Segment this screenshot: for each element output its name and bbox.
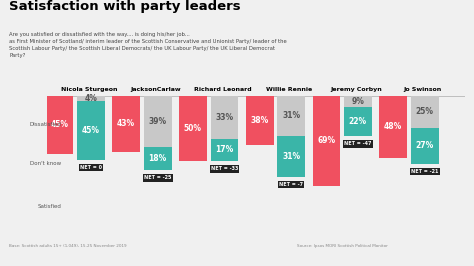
Text: 4%: 4% xyxy=(84,94,97,103)
Bar xyxy=(312,95,340,186)
Text: 31%: 31% xyxy=(282,152,300,161)
Text: Dissatisfied: Dissatisfied xyxy=(29,122,61,127)
Text: Source: Ipsos MORI Scottish Political Monitor: Source: Ipsos MORI Scottish Political Mo… xyxy=(298,244,388,248)
Text: Nicola Sturgeon: Nicola Sturgeon xyxy=(61,86,118,92)
Bar xyxy=(411,128,438,164)
Text: Are you satisfied or dissatisfied with the way.... is doing his/her job...
as Fi: Are you satisfied or dissatisfied with t… xyxy=(9,32,287,58)
Text: JacksonCarlaw: JacksonCarlaw xyxy=(130,86,181,92)
Bar xyxy=(77,95,105,101)
Text: Richard Leonard: Richard Leonard xyxy=(194,86,251,92)
Text: Jo Swinson: Jo Swinson xyxy=(404,86,442,92)
Text: NET = 0: NET = 0 xyxy=(80,165,102,170)
Text: 25%: 25% xyxy=(416,107,434,117)
Text: 69%: 69% xyxy=(318,136,336,145)
Text: 45%: 45% xyxy=(50,120,68,130)
Text: 48%: 48% xyxy=(384,122,402,131)
Bar xyxy=(344,107,372,136)
Bar xyxy=(179,95,207,161)
Text: 33%: 33% xyxy=(215,113,234,122)
Bar xyxy=(277,136,305,177)
Bar xyxy=(144,147,172,170)
Text: NET = -7: NET = -7 xyxy=(279,182,303,187)
Bar xyxy=(246,95,273,145)
Bar xyxy=(210,139,238,161)
Bar xyxy=(277,95,305,136)
Text: Don't know: Don't know xyxy=(30,161,61,166)
Text: 17%: 17% xyxy=(215,145,234,154)
Text: 38%: 38% xyxy=(251,116,269,125)
Text: 22%: 22% xyxy=(349,117,367,126)
Bar xyxy=(144,95,172,147)
Text: 31%: 31% xyxy=(282,111,300,120)
Text: Satisfaction with party leaders: Satisfaction with party leaders xyxy=(9,0,241,13)
Text: Base: Scottish adults 15+ (1,049), 15-25 November 2019: Base: Scottish adults 15+ (1,049), 15-25… xyxy=(9,244,127,248)
Bar xyxy=(112,95,140,152)
Text: NET = -25: NET = -25 xyxy=(144,176,172,180)
Text: 18%: 18% xyxy=(148,154,167,163)
Text: 9%: 9% xyxy=(352,97,365,106)
Bar xyxy=(344,95,372,107)
Bar xyxy=(210,95,238,139)
Bar xyxy=(77,101,105,160)
Text: 45%: 45% xyxy=(82,126,100,135)
Text: NET = -33: NET = -33 xyxy=(211,166,238,171)
Text: 50%: 50% xyxy=(184,124,202,133)
Bar xyxy=(411,95,438,128)
Text: 39%: 39% xyxy=(149,117,167,126)
Text: NET = -47: NET = -47 xyxy=(344,142,372,147)
Text: 27%: 27% xyxy=(416,142,434,150)
Text: Satisfied: Satisfied xyxy=(37,204,61,209)
Bar xyxy=(46,95,73,155)
Text: Willie Rennie: Willie Rennie xyxy=(266,86,312,92)
Text: Jeremy Corbyn: Jeremy Corbyn xyxy=(330,86,382,92)
Text: NET = -21: NET = -21 xyxy=(411,169,438,174)
Bar xyxy=(379,95,407,158)
Text: 43%: 43% xyxy=(117,119,135,128)
